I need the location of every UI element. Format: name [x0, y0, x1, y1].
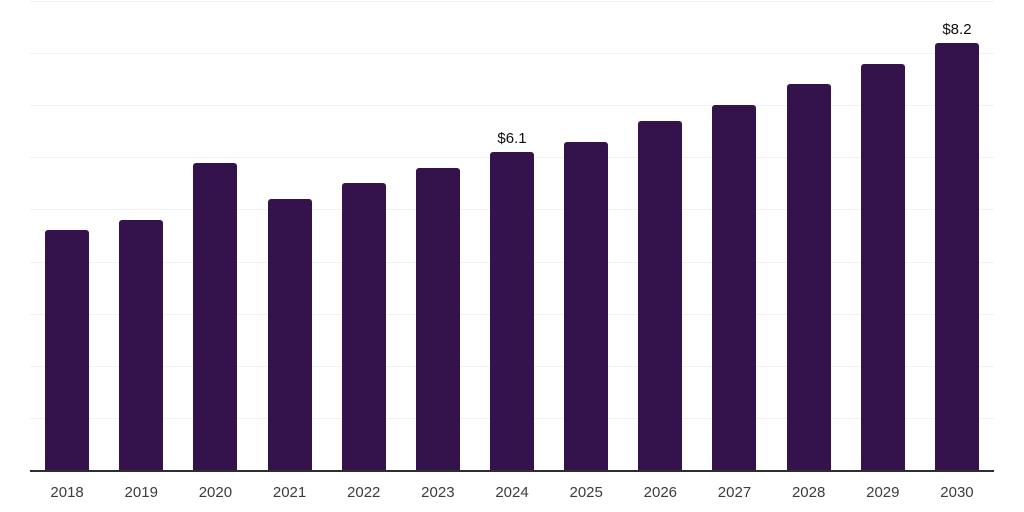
- bar-column: [772, 1, 846, 470]
- x-tick-label: 2023: [421, 484, 455, 501]
- bar: [860, 63, 905, 470]
- x-axis-labels: 2018 2019 2020 2021 2022 2023 2024 2025 2026 2027…: [30, 483, 994, 502]
- x-tick-label: 2019: [124, 484, 158, 501]
- bar-column: [178, 1, 252, 470]
- bar-column: [401, 1, 475, 470]
- x-tick-label: 2028: [791, 484, 826, 501]
- x-tick-label: 2026: [643, 484, 678, 501]
- bar-column: [623, 1, 697, 470]
- bar: [341, 183, 386, 470]
- bar-column: $8.2: [920, 1, 994, 470]
- gridline: [30, 1, 994, 2]
- gridline: [30, 53, 994, 55]
- bar-column: $6.1: [475, 1, 549, 470]
- bar-column: [549, 1, 623, 470]
- bar: [934, 42, 979, 470]
- x-tick-label: 2030: [940, 484, 974, 501]
- x-tick-label: 2018: [50, 484, 84, 501]
- x-tick-label: 2022: [347, 484, 381, 501]
- bar-column: [30, 1, 104, 470]
- bars-container: $6.1 $8.2: [30, 1, 994, 470]
- x-tick-label: 2027: [717, 484, 752, 501]
- bar-column: [697, 1, 771, 470]
- bar: [119, 219, 164, 470]
- bar: [193, 162, 238, 470]
- bar: [712, 105, 757, 470]
- bar: [490, 152, 535, 470]
- x-tick-label: 2024: [495, 484, 529, 501]
- plot-area: $6.1 $8.2: [30, 1, 994, 472]
- gridline: [30, 105, 994, 107]
- bar: [415, 167, 460, 470]
- bar-value-label: $6.1: [497, 130, 527, 148]
- bar: [638, 120, 683, 470]
- x-tick-label: 2025: [569, 484, 603, 501]
- bar: [45, 230, 90, 470]
- x-tick-label: 2029: [866, 484, 900, 501]
- bar-column: [104, 1, 178, 470]
- bar: [786, 84, 831, 470]
- bar-column: [327, 1, 401, 470]
- bar: [564, 141, 609, 470]
- x-tick-label: 2020: [198, 484, 233, 501]
- bar-value-label: $8.2: [942, 20, 972, 38]
- bar-column: [252, 1, 326, 470]
- bar: [267, 199, 312, 470]
- x-tick-label: 2021: [272, 484, 307, 501]
- bar-column: [846, 1, 920, 470]
